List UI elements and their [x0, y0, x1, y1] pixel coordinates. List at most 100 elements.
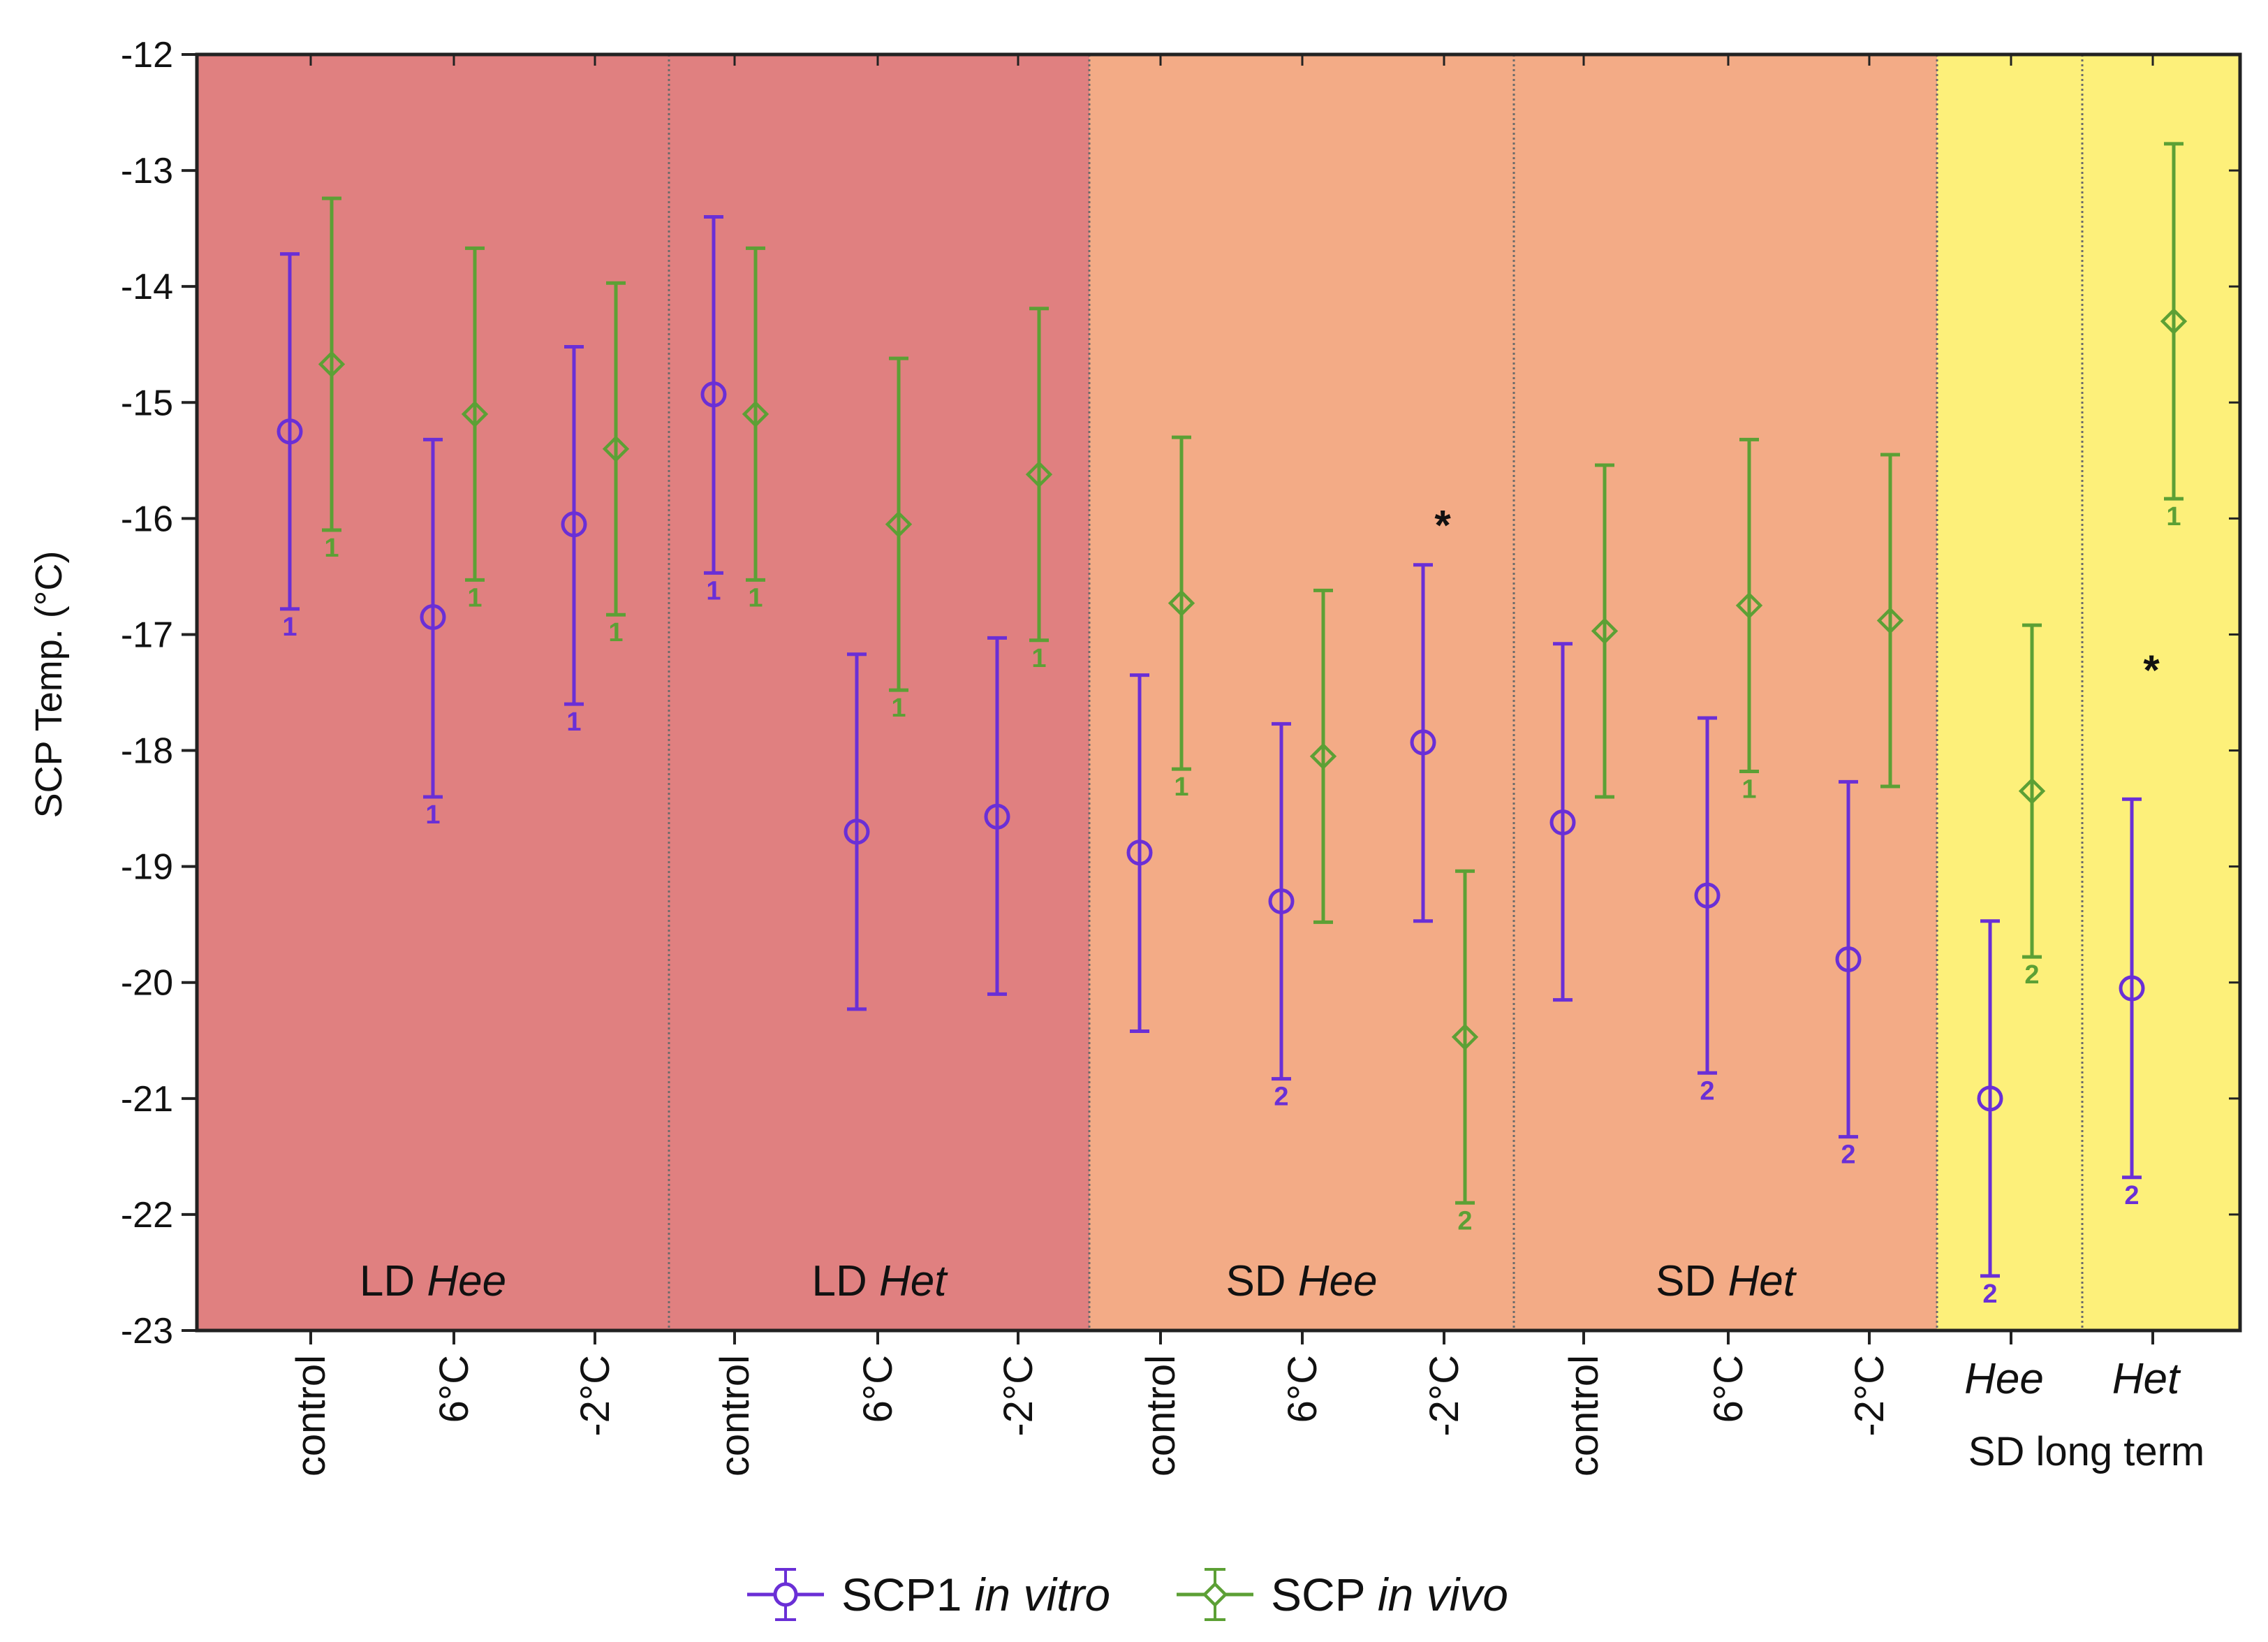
x-tick-label-4: 6°C: [855, 1355, 901, 1423]
legend-marker-1: [1202, 1581, 1228, 1608]
panel-background-2: [1089, 54, 1514, 1331]
plot-border: [195, 52, 2242, 1333]
y-tick-label-0: -12: [121, 35, 173, 75]
note-label-0-0: 1: [282, 613, 297, 642]
long-term-label: SD long term: [1968, 1429, 2204, 1474]
point-1-3: [742, 400, 770, 428]
significance-star-1: *: [2143, 647, 2160, 694]
point-0-4: [844, 819, 870, 845]
x-tick-label-3: control: [712, 1355, 758, 1476]
point-0-7: [1268, 888, 1295, 914]
point-1-13: [2160, 307, 2188, 335]
y-tick-label-5: -17: [121, 615, 173, 655]
point-0-3: [700, 381, 727, 408]
y-tick-label-2: -14: [121, 267, 173, 307]
note-label-0-3: 1: [706, 576, 721, 606]
note-label-1-6: 1: [1174, 772, 1188, 802]
point-1-7: [1309, 742, 1337, 770]
y-axis-ticks: -12 -13 -14 -15 -16 -17 -18 -19 -20 -21 -22 -23: [121, 35, 2240, 1351]
y-tick-label-1: -13: [121, 151, 173, 191]
panel-labels: LD Hee LD Het SD Hee SD Het * *: [360, 501, 2160, 1305]
legend-label-0: SCP1 in vitro: [841, 1569, 1110, 1620]
point-1-6: [1168, 589, 1195, 617]
note-label-1-4: 1: [891, 694, 906, 723]
note-label-1-0: 1: [324, 534, 339, 563]
point-1-5: [1025, 461, 1053, 488]
legend-label-1: SCP in vivo: [1271, 1569, 1508, 1620]
note-label-0-13: 2: [2124, 1181, 2139, 1210]
x-tick-label-5: -2°C: [996, 1355, 1041, 1437]
legend-item-0: SCP1 in vitro: [747, 1568, 1110, 1621]
x-tick-label-10: 6°C: [1706, 1355, 1751, 1423]
y-axis-label: SCP Temp. (°C): [28, 551, 70, 819]
panel-label-0: LD Hee: [360, 1257, 506, 1305]
note-label-1-2: 1: [608, 618, 623, 647]
note-label-0-1: 1: [425, 800, 440, 830]
legend-marker-0: [773, 1582, 798, 1607]
point-1-8: [1451, 1023, 1479, 1050]
x-tick-label-8: -2°C: [1422, 1355, 1467, 1437]
x-tick-label-2: -2°C: [573, 1355, 618, 1437]
point-1-1: [461, 400, 489, 428]
note-label-1-12: 2: [2024, 960, 2039, 990]
note-label-1-8: 2: [1457, 1206, 1472, 1236]
note-label-0-10: 2: [1700, 1076, 1714, 1106]
x-tick-label-11: -2°C: [1847, 1355, 1892, 1437]
point-0-5: [984, 803, 1010, 830]
note-label-1-5: 1: [1031, 644, 1046, 673]
point-0-6: [1126, 840, 1153, 866]
panel-background-1: [669, 54, 1089, 1331]
point-1-12: [2018, 777, 2046, 805]
y-tick-label-7: -19: [121, 847, 173, 888]
panel-backgrounds: [197, 54, 2240, 1331]
point-0-2: [561, 511, 587, 538]
x-tick-label-12: Hee: [1964, 1355, 2044, 1403]
note-label-0-7: 2: [1274, 1083, 1288, 1112]
y-tick-label-4: -16: [121, 499, 173, 539]
point-1-10: [1735, 592, 1763, 620]
point-1-0: [318, 351, 346, 378]
panel-label-3: SD Het: [1656, 1257, 1797, 1305]
point-0-10: [1694, 882, 1721, 909]
point-0-8: [1410, 729, 1436, 756]
x-tick-label-13: Het: [2112, 1355, 2181, 1403]
y-tick-label-8: -20: [121, 963, 173, 1004]
note-label-0-12: 2: [1982, 1280, 1997, 1309]
y-tick-label-9: -21: [121, 1079, 173, 1120]
point-1-9: [1591, 617, 1619, 645]
point-0-11: [1835, 946, 1862, 973]
point-1-11: [1876, 607, 1904, 634]
legend-item-1: SCP in vivo: [1177, 1568, 1508, 1621]
note-label-0-11: 2: [1841, 1141, 1855, 1170]
point-1-2: [602, 435, 630, 462]
y-tick-label-11: -23: [121, 1311, 173, 1351]
significance-star-0: *: [1434, 501, 1451, 548]
plot-frame: [195, 52, 2242, 1333]
point-0-0: [277, 418, 303, 445]
panel-background-3: [1514, 54, 1937, 1331]
point-0-1: [420, 604, 446, 631]
y-tick-label-6: -18: [121, 731, 173, 772]
point-0-12: [1977, 1085, 2003, 1112]
panel-label-2: SD Hee: [1225, 1257, 1377, 1305]
note-label-1-3: 1: [748, 583, 763, 613]
note-label-1-13: 1: [2166, 502, 2181, 532]
panel-background-5: [2082, 54, 2240, 1331]
point-1-4: [885, 511, 913, 538]
note-label-0-2: 1: [566, 708, 581, 737]
y-tick-label-3: -15: [121, 383, 173, 423]
legend: SCP1 in vitro SCP in vivo: [747, 1568, 1508, 1621]
x-tick-label-6: control: [1138, 1355, 1184, 1476]
note-label-1-1: 1: [467, 583, 482, 613]
x-tick-label-0: control: [288, 1355, 334, 1476]
x-axis-ticks: control 6°C -2°C control 6°C -2°C control 6°C -2…: [288, 54, 2181, 1476]
x-tick-label-7: 6°C: [1280, 1355, 1325, 1423]
point-0-13: [2119, 975, 2145, 1002]
panel-label-1: LD Het: [812, 1257, 949, 1305]
x-tick-label-9: control: [1561, 1355, 1607, 1476]
y-tick-label-10: -22: [121, 1195, 173, 1236]
